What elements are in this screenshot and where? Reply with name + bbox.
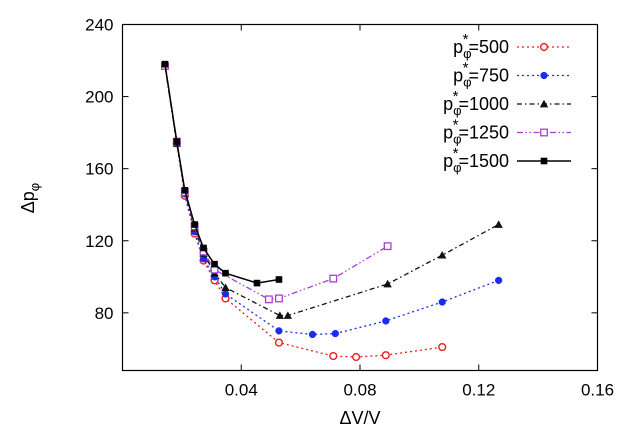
legend-label: pφ*=1500	[443, 145, 509, 175]
data-point	[181, 186, 189, 194]
data-point	[383, 242, 392, 251]
legend-entry: pφ*=1250	[443, 117, 571, 147]
data-point	[331, 329, 340, 338]
data-point	[382, 317, 390, 325]
x-axis-label: ΔV/V	[339, 408, 380, 428]
legend-label-sub: φ	[453, 160, 461, 175]
data-point	[264, 295, 273, 304]
data-point	[173, 138, 181, 145]
series-1250	[161, 61, 392, 304]
data-point	[494, 276, 503, 285]
axis-ticks: 0.04 0.08 0.12 0.16 80 120 160 200 240	[85, 16, 614, 400]
x-tick-label: 0.12	[462, 381, 495, 400]
series-1500	[161, 60, 283, 287]
y-tick-label: 240	[85, 16, 113, 35]
series-layer	[160, 60, 503, 362]
y-tick-label: 120	[85, 232, 113, 251]
legend-label-value: =750	[468, 66, 509, 86]
x-tick-label: 0.16	[581, 381, 614, 400]
legend-label-sub: φ	[463, 75, 471, 90]
svg-text:Δpφ: Δpφ	[18, 183, 42, 213]
y-tick-label: 80	[95, 304, 114, 323]
legend-label-sub: φ	[463, 46, 471, 61]
legend-label: pφ*=500	[453, 31, 509, 61]
data-point	[275, 276, 283, 283]
y-axis-label-sub: φ	[27, 183, 42, 191]
data-point	[221, 283, 230, 291]
legend-entry: pφ*=750	[453, 60, 571, 90]
x-tick-label: 0.04	[225, 381, 258, 400]
x-tick-label: 0.08	[343, 381, 376, 400]
data-point	[275, 327, 283, 335]
series-line	[164, 65, 499, 317]
legend-label-sup: *	[453, 117, 459, 134]
legend-swatch-marker	[540, 128, 548, 137]
series-line	[164, 65, 443, 358]
legend-label-sub: φ	[453, 103, 461, 118]
data-point	[275, 294, 283, 303]
data-point	[222, 269, 229, 277]
legend-label-prefix: p	[443, 151, 453, 171]
data-point	[253, 279, 261, 287]
data-point	[211, 260, 218, 268]
data-point	[161, 60, 169, 68]
legend-label-prefix: p	[453, 66, 463, 86]
legend-label-prefix: p	[443, 123, 453, 143]
data-point	[438, 342, 447, 352]
y-tick-label: 160	[85, 160, 113, 179]
y-axis-label: Δpφ	[18, 183, 42, 213]
legend-swatch-marker	[539, 99, 549, 108]
legend-label-sub: φ	[453, 132, 461, 147]
y-axis-label-main: Δp	[18, 191, 38, 213]
legend-label-sup: *	[463, 60, 469, 77]
y-tick-label: 200	[85, 88, 113, 107]
legend-label-prefix: p	[443, 94, 453, 114]
data-point	[329, 274, 338, 283]
legend-label-sup: *	[453, 145, 459, 162]
legend-swatch-marker	[540, 71, 548, 80]
data-point	[308, 330, 317, 339]
legend-entry: pφ*=1500	[443, 145, 571, 175]
data-point	[438, 298, 446, 306]
legend-entry: pφ*=500	[453, 31, 571, 61]
data-point	[494, 220, 503, 228]
data-point	[329, 351, 338, 361]
legend-label-value: =1000	[458, 94, 509, 114]
data-point	[438, 250, 447, 259]
data-point	[200, 244, 207, 252]
legend-label: pφ*=1250	[443, 117, 509, 147]
data-point	[383, 279, 392, 288]
legend-label-prefix: p	[453, 37, 463, 57]
data-point	[275, 311, 285, 319]
data-point	[381, 351, 390, 360]
data-point	[191, 221, 198, 228]
legend-label: pφ*=750	[453, 60, 509, 90]
plot-frame	[121, 23, 599, 372]
legend-label: pφ*=1000	[443, 88, 509, 118]
series-line	[164, 63, 280, 284]
legend-label-sup: *	[453, 88, 459, 105]
legend-label-sup: *	[463, 31, 469, 48]
legend-entry: pφ*=1000	[443, 88, 571, 118]
data-point	[221, 290, 230, 298]
series-line	[164, 65, 388, 300]
legend-label-value: =1250	[458, 123, 509, 143]
legend-label-value: =1500	[458, 151, 509, 171]
legend-label-value: =500	[468, 37, 509, 57]
data-point	[283, 311, 293, 319]
data-point	[274, 338, 284, 347]
legend-swatch-marker	[539, 42, 549, 52]
data-point	[352, 352, 361, 362]
legend-swatch-marker	[540, 157, 548, 165]
